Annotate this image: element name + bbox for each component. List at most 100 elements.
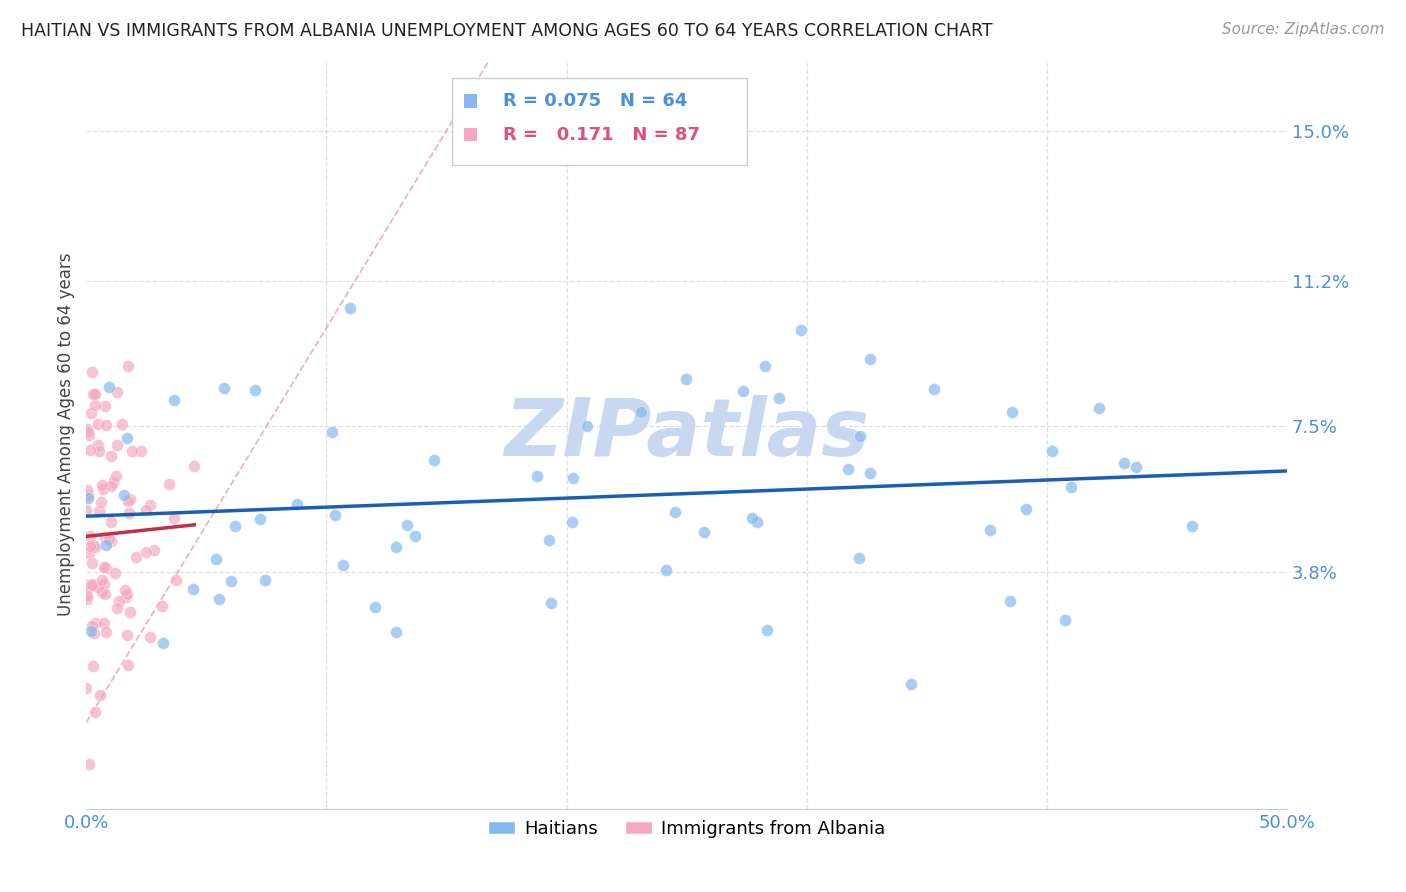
Point (630, 405, 652, 419)
Point (80, 619, 103, 633)
Point (384, 540, 406, 554)
Point (157, 476, 180, 491)
Point (1054, 614, 1077, 628)
Point (285, 497, 308, 511)
Point (733, 384, 755, 399)
Point (1125, 459, 1147, 474)
Point (1040, 443, 1063, 458)
Point (76, 591, 98, 606)
Point (655, 563, 678, 577)
Point (108, 594, 131, 608)
Point (208, 591, 231, 606)
Point (105, 384, 128, 399)
Point (385, 624, 408, 639)
Point (100, 534, 122, 549)
Point (152, 599, 174, 613)
Point (76, 483, 98, 497)
Point (339, 301, 361, 315)
Point (77, 428, 100, 442)
Text: R = 0.075   N = 64: R = 0.075 N = 64 (503, 92, 688, 110)
Point (849, 429, 872, 443)
Point (77, 546, 100, 560)
Point (183, 459, 205, 474)
Point (87, 417, 110, 431)
Point (80, 406, 103, 420)
Point (89, 689, 111, 703)
Point (165, 573, 187, 587)
Point (104, 566, 127, 581)
Point (1001, 405, 1024, 419)
Point (135, 503, 157, 517)
Point (100, 449, 122, 463)
Point (560, 515, 582, 529)
Point (219, 574, 242, 588)
Text: ZIPatlas: ZIPatlas (505, 395, 869, 474)
Point (97, 380, 120, 394)
Point (741, 511, 763, 525)
Point (87, 503, 110, 517)
Point (745, 515, 768, 529)
Point (768, 391, 790, 405)
Point (79, 539, 101, 553)
Point (94, 586, 117, 600)
Point (77, 488, 100, 502)
FancyBboxPatch shape (453, 78, 747, 164)
Point (142, 543, 165, 558)
Point (526, 469, 548, 483)
Point (87, 443, 110, 458)
Point (76, 578, 98, 592)
Point (104, 468, 127, 483)
FancyBboxPatch shape (464, 94, 478, 108)
Point (76, 422, 98, 436)
Text: Source: ZipAtlas.com: Source: ZipAtlas.com (1222, 22, 1385, 37)
Legend: Haitians, Immigrants from Albania: Haitians, Immigrants from Albania (481, 813, 893, 845)
Point (249, 512, 271, 526)
Point (664, 505, 686, 519)
Point (112, 487, 135, 501)
Point (837, 461, 859, 475)
Point (693, 525, 716, 540)
Point (321, 425, 343, 439)
Point (94, 538, 117, 552)
Point (94, 418, 117, 433)
Point (98, 532, 121, 546)
Point (924, 382, 946, 396)
Point (754, 359, 776, 373)
Point (115, 431, 138, 445)
Point (82, 387, 104, 401)
Point (83, 705, 105, 719)
Point (245, 383, 267, 397)
Point (79, 442, 101, 457)
Point (756, 624, 779, 638)
Point (90, 573, 112, 587)
Point (423, 453, 446, 467)
Point (117, 359, 139, 374)
Point (90, 495, 112, 509)
Point (77, 580, 100, 594)
Point (1114, 456, 1136, 470)
Point (562, 471, 585, 485)
Point (139, 498, 162, 512)
Point (117, 658, 139, 673)
Text: HAITIAN VS IMMIGRANTS FROM ALBANIA UNEMPLOYMENT AMONG AGES 60 TO 64 YEARS CORREL: HAITIAN VS IMMIGRANTS FROM ALBANIA UNEMP… (21, 22, 993, 40)
Text: R =   0.171   N = 87: R = 0.171 N = 87 (503, 126, 700, 144)
Point (181, 582, 204, 596)
Point (1000, 594, 1022, 608)
Point (205, 552, 228, 566)
Point (83, 540, 105, 554)
Point (115, 591, 138, 605)
Point (77, 491, 100, 505)
Point (93, 577, 115, 591)
Point (76, 589, 98, 603)
Point (83, 625, 105, 640)
Point (110, 417, 132, 431)
Point (82, 538, 104, 552)
Point (395, 517, 418, 532)
Y-axis label: Unemployment Among Ages 60 to 64 years: Unemployment Among Ages 60 to 64 years (58, 252, 75, 616)
Point (125, 549, 148, 564)
Point (1060, 480, 1083, 494)
Point (105, 438, 128, 452)
Point (80, 624, 103, 638)
Point (332, 558, 354, 573)
Point (86, 580, 108, 594)
